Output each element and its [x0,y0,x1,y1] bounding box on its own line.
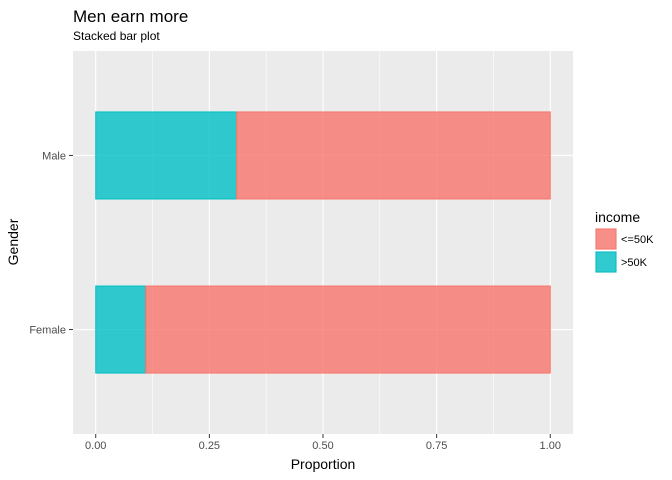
legend-label: >50K [621,257,648,269]
x-tick-label: 0.75 [426,440,447,452]
x-tick-label: 0.25 [199,440,220,452]
x-tick-label: 1.00 [540,440,561,452]
x-tick-label: 0.50 [312,440,333,452]
x-axis-title: Proportion [291,456,356,472]
legend: income <=50K >50K [595,209,654,273]
bar-male-gt50k [95,111,238,200]
x-axis-ticks: 0.00 0.25 0.50 0.75 1.00 [85,434,561,452]
x-tick-label: 0.00 [85,440,106,452]
bar-male-le50k [236,111,551,200]
legend-label: <=50K [621,234,654,246]
bar-female-le50k [145,285,551,374]
bars [95,111,551,374]
chart-subtitle: Stacked bar plot [73,29,160,43]
legend-swatch [595,251,617,273]
y-axis-title: Gender [5,218,21,265]
legend-swatch [595,228,617,250]
y-axis-ticks: Female Male [29,150,73,337]
y-tick-label: Female [29,325,66,337]
legend-title: income [595,209,640,225]
bar-female-gt50k [95,285,147,374]
chart-title: Men earn more [73,7,188,26]
y-tick-label: Male [42,150,66,162]
